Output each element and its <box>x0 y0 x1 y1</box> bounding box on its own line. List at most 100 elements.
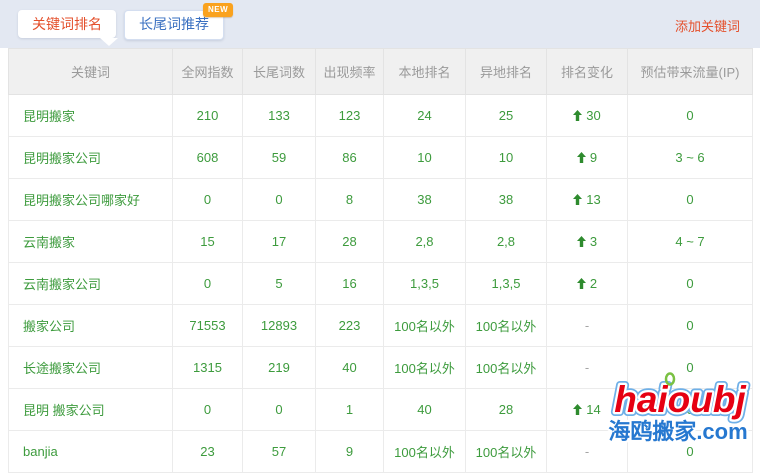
cell-index: 0 <box>172 388 243 431</box>
cell-estimated-traffic: 0 <box>627 304 753 347</box>
cell-index: 608 <box>172 136 243 179</box>
add-keyword-link[interactable]: 添加关键词 <box>674 19 740 34</box>
tab-keyword-ranking[interactable]: 关键词排名 <box>18 10 116 38</box>
cell-index: 71553 <box>172 304 243 347</box>
cell-estimated-traffic: 3 ~ 6 <box>627 136 753 179</box>
cell-local-rank: 1,3,5 <box>383 262 466 305</box>
cell-frequency: 8 <box>315 178 384 221</box>
cell-frequency: 40 <box>315 346 384 389</box>
rank-change-value: 2 <box>589 276 598 291</box>
table-row: 搬家公司 71553 12893 223 100名以外 100名以外 -0 <box>8 304 753 347</box>
cell-frequency: 123 <box>315 94 384 137</box>
cell-remote-rank: 28 <box>465 388 547 431</box>
up-arrow-icon <box>576 152 586 163</box>
cell-frequency: 16 <box>315 262 384 305</box>
rank-change-value: 30 <box>586 108 601 123</box>
cell-remote-rank: 1,3,5 <box>465 262 547 305</box>
cell-remote-rank: 10 <box>465 136 547 179</box>
cell-rank-change: 14 <box>546 388 628 431</box>
cell-longtail: 0 <box>242 178 316 221</box>
table-row: 云南搬家 15 17 28 2,8 2,8 3 4 ~ 7 <box>8 220 753 263</box>
cell-keyword: 云南搬家 <box>8 220 173 263</box>
active-tab-caret <box>100 38 118 46</box>
rank-change-value: 14 <box>586 402 601 417</box>
cell-local-rank: 2,8 <box>383 220 466 263</box>
up-arrow-icon <box>576 236 586 247</box>
rank-change-value: 13 <box>586 192 601 207</box>
cell-longtail: 17 <box>242 220 316 263</box>
cell-estimated-traffic: 0 <box>627 178 753 221</box>
cell-frequency: 1 <box>315 388 384 431</box>
cell-frequency: 28 <box>315 220 384 263</box>
cell-estimated-traffic: 4 ~ 7 <box>627 220 753 263</box>
cell-keyword: 长途搬家公司 <box>8 346 173 389</box>
cell-keyword: 云南搬家公司 <box>8 262 173 305</box>
cell-local-rank: 40 <box>383 388 466 431</box>
cell-rank-change: 9 <box>546 136 628 179</box>
cell-longtail: 5 <box>242 262 316 305</box>
cell-rank-change: - <box>546 304 628 347</box>
table-header-row: 关键词 全网指数 长尾词数 出现频率 本地排名 异地排名 排名变化 预估带来流量(IP) <box>8 48 753 95</box>
cell-rank-change: 2 <box>546 262 628 305</box>
cell-index: 210 <box>172 94 243 137</box>
cell-estimated-traffic: 0 <box>627 262 753 305</box>
cell-estimated-traffic: 0 <box>627 388 753 431</box>
rank-change-value: - <box>584 360 590 375</box>
column-header: 出现频率 <box>315 48 384 95</box>
cell-longtail: 59 <box>242 136 316 179</box>
up-arrow-icon <box>573 404 583 415</box>
column-header: 预估带来流量(IP) <box>627 48 753 95</box>
cell-estimated-traffic: 0 <box>627 94 753 137</box>
up-arrow-icon <box>576 278 586 289</box>
table-row: 云南搬家公司 0 5 16 1,3,5 1,3,5 2 0 <box>8 262 753 305</box>
rank-change-value: - <box>584 318 590 333</box>
cell-keyword: 搬家公司 <box>8 304 173 347</box>
cell-remote-rank: 25 <box>465 94 547 137</box>
cell-rank-change: 30 <box>546 94 628 137</box>
column-header: 本地排名 <box>383 48 466 95</box>
cell-estimated-traffic: 0 <box>627 346 753 389</box>
cell-longtail: 133 <box>242 94 316 137</box>
cell-keyword: 昆明搬家公司 <box>8 136 173 179</box>
cell-remote-rank: 2,8 <box>465 220 547 263</box>
column-header: 异地排名 <box>465 48 547 95</box>
column-header: 长尾词数 <box>242 48 316 95</box>
cell-remote-rank: 100名以外 <box>465 346 547 389</box>
table-row: 昆明 搬家公司 0 0 1 40 28 14 0 <box>8 388 753 431</box>
rank-change-value: 3 <box>589 234 598 249</box>
cell-local-rank: 100名以外 <box>383 346 466 389</box>
cell-local-rank: 38 <box>383 178 466 221</box>
tab-bar: 关键词排名 长尾词推荐 NEW 添加关键词 <box>0 0 760 48</box>
cell-frequency: 86 <box>315 136 384 179</box>
cell-index: 0 <box>172 262 243 305</box>
up-arrow-icon <box>573 110 583 121</box>
up-arrow-icon <box>573 194 583 205</box>
column-header: 排名变化 <box>546 48 628 95</box>
table-row: 长途搬家公司 1315 219 40 100名以外 100名以外 -0 <box>8 346 753 389</box>
table-header: 关键词 全网指数 长尾词数 出现频率 本地排名 异地排名 排名变化 预估带来流量(IP) <box>8 48 753 95</box>
cell-longtail: 12893 <box>242 304 316 347</box>
table-body: 昆明搬家 210 133 123 24 25 30 0 昆明搬家公司 608 59 86 10 10 9 3 … <box>8 94 753 473</box>
cell-keyword: 昆明搬家公司哪家好 <box>8 178 173 221</box>
cell-index: 1315 <box>172 346 243 389</box>
cell-longtail: 219 <box>242 346 316 389</box>
cell-remote-rank: 38 <box>465 178 547 221</box>
rank-change-value: 9 <box>589 150 598 165</box>
cell-local-rank: 100名以外 <box>383 304 466 347</box>
table-row: 昆明搬家 210 133 123 24 25 30 0 <box>8 94 753 137</box>
cell-rank-change: 3 <box>546 220 628 263</box>
cell-keyword: 昆明搬家 <box>8 94 173 137</box>
cell-keyword: 昆明 搬家公司 <box>8 388 173 431</box>
cell-index: 15 <box>172 220 243 263</box>
keyword-table: 关键词 全网指数 长尾词数 出现频率 本地排名 异地排名 排名变化 预估带来流量(IP) 昆明… <box>8 48 753 473</box>
cell-rank-change: - <box>546 346 628 389</box>
cell-remote-rank: 100名以外 <box>465 304 547 347</box>
cell-longtail: 0 <box>242 388 316 431</box>
column-header: 关键词 <box>8 48 173 95</box>
cell-local-rank: 24 <box>383 94 466 137</box>
column-header: 全网指数 <box>172 48 243 95</box>
cell-index: 0 <box>172 178 243 221</box>
cell-rank-change: 13 <box>546 178 628 221</box>
table-row: 昆明搬家公司 608 59 86 10 10 9 3 ~ 6 <box>8 136 753 179</box>
table-row: 昆明搬家公司哪家好 0 0 8 38 38 13 0 <box>8 178 753 221</box>
